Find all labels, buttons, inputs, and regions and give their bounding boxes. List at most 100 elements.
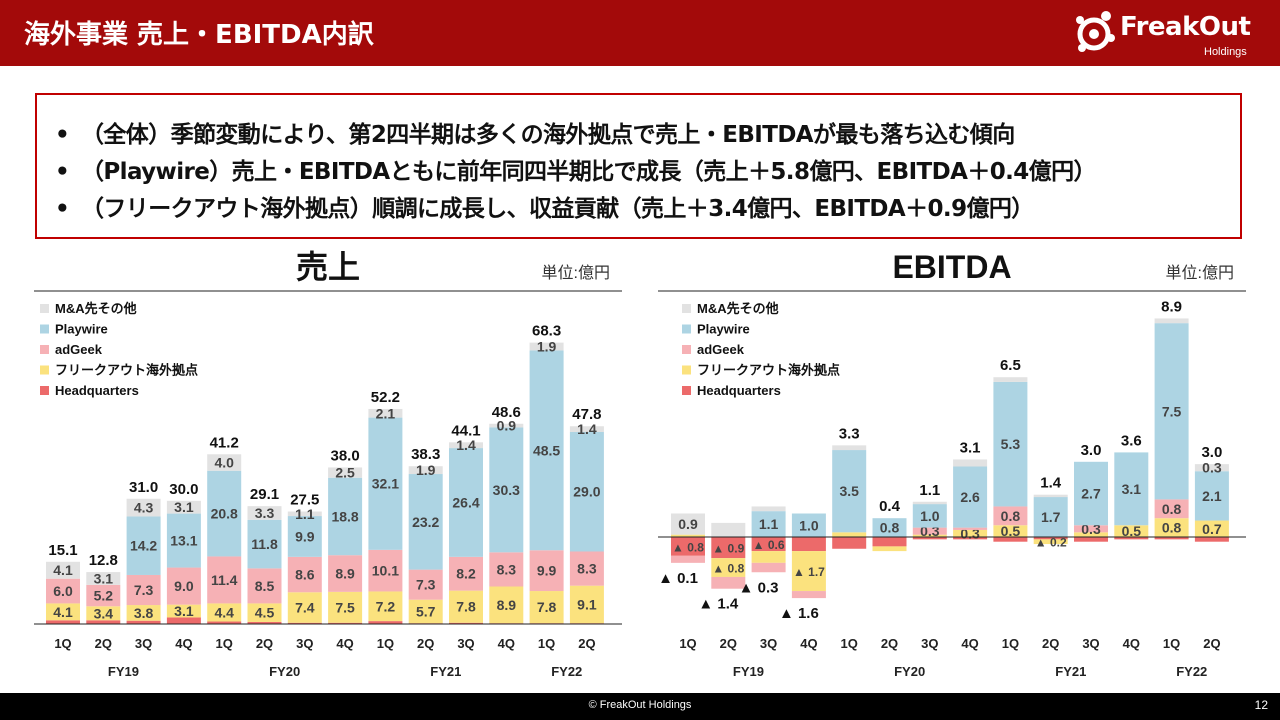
segment-label: 0.8 [880,520,900,536]
segment-label: 1.7 [1041,509,1061,525]
bar-segment-hq [872,537,907,547]
bar-segment-ma [711,522,746,537]
segment-label: 0.3 [1202,460,1222,476]
bar-segment-adgeek [126,574,161,606]
bar-segment-playwire [912,504,947,528]
quarter-label: 2Q [256,636,273,651]
segment-label: 3.5 [839,483,859,499]
freakout-logo: FreakOut Holdings [1072,6,1262,62]
bar-segment-adgeek [711,576,746,589]
segment-label: 8.9 [335,566,355,582]
bar-segment-hq [953,537,988,540]
total-label: ▲ 1.6 [779,605,819,622]
total-label: 3.6 [1121,432,1142,449]
total-label: 12.8 [89,552,118,569]
total-label: 31.0 [129,479,158,496]
bar-segment-adgeek [287,556,322,593]
segment-label: 20.8 [211,506,238,522]
legend-swatch [40,324,49,334]
total-label: 6.5 [1000,357,1021,374]
legend-swatch [682,324,691,334]
bar-segment-adgeek [529,550,564,592]
bar-segment-hq [1154,537,1189,540]
segment-label: 0.8 [1162,520,1182,536]
segment-label: 5.3 [1001,436,1021,452]
bar-segment-adgeek [46,578,80,604]
legend-label: M&A先その他 [55,301,137,316]
bar-segment-freakout [247,603,282,622]
summary-bullet: • （Playwire）売上・EBITDAともに前年同四半期比で成長（売上＋5.8… [55,159,1096,185]
legend-swatch [40,345,49,354]
summary-bullet: • （全体）季節変動により、第2四半期は多くの海外拠点で売上・EBITDAが最も落… [55,122,1015,148]
bar-segment-freakout [1194,520,1229,537]
segment-label: 4.5 [255,605,275,621]
segment-label: 1.0 [799,517,819,533]
bar-segment-freakout [751,551,786,563]
bar-segment-ma [993,377,1028,382]
quarter-label: 3Q [296,636,313,651]
bar-segment-ma [912,501,947,505]
quarter-label: 3Q [135,636,152,651]
segment-label: 3.1 [174,499,194,515]
segment-label: 9.9 [537,563,557,579]
legend-label: adGeek [697,342,745,357]
bar-segment-adgeek [993,506,1028,526]
segment-label: 3.3 [255,505,275,521]
segment-label: 1.4 [456,437,476,453]
bar-segment-ma [166,500,201,514]
copyright: © FreakOut Holdings [588,699,692,711]
page-number: 12 [1254,698,1268,712]
quarter-label: 1Q [1002,636,1019,651]
quarter-label: 1Q [679,636,696,651]
segment-label: 2.1 [376,405,396,421]
segment-label: 1.9 [537,339,557,355]
bar-segment-playwire [1074,461,1108,526]
segment-label: 18.8 [331,508,358,524]
quarter-label: 3Q [457,636,474,651]
bar-segment-freakout [912,534,947,537]
segment-label: 2.7 [1081,486,1101,502]
segment-label: 1.4 [577,421,597,437]
bar-segment-playwire [1154,323,1189,500]
bar-segment-freakout [671,534,705,537]
segment-label: 6.0 [53,583,73,599]
segment-label: 9.1 [577,596,597,612]
total-label: 27.5 [290,492,319,509]
bar-segment-playwire [1033,497,1068,537]
bar-segment-ma [86,572,121,585]
bar-segment-freakout [86,606,121,621]
total-label: ▲ 1.4 [698,596,739,613]
bar-segment-hq [449,622,483,624]
segment-label: 2.6 [960,489,980,505]
bar-segment-hq [1033,537,1068,540]
summary-bullet: • （フリークアウト海外拠点）順調に成長し、収益貢献（売上＋3.4億円、EBITD… [55,196,1034,222]
bar-segment-adgeek [207,556,242,604]
segment-label: 0.5 [1001,523,1021,539]
bar-segment-playwire [832,450,867,533]
segment-label: ▲ 1.7 [793,565,825,579]
quarter-label: 2Q [720,636,737,651]
bar-segment-freakout [166,604,201,618]
summary-text: （Playwire）売上・EBITDAともに前年同四半期比で成長（売上＋5.8億… [81,159,1096,185]
bar-segment-adgeek [489,552,524,587]
segment-label: 4.1 [53,562,73,578]
bar-segment-freakout [832,532,867,537]
bar-segment-playwire [408,474,443,570]
bar-segment-freakout [126,605,161,621]
logo-mark-icon [1076,11,1115,52]
bar-segment-hq [671,537,705,556]
segment-label: 11.8 [251,536,278,552]
legend-label: Playwire [697,322,750,337]
segment-label: 7.3 [134,582,154,598]
bar-segment-ma [529,342,564,351]
bar-segment-hq [1074,537,1108,542]
bar-segment-adgeek [1154,499,1189,519]
quarter-label: 2Q [881,636,898,651]
bar-segment-freakout [207,603,242,622]
segment-label: 8.5 [255,578,275,594]
legend-label: フリークアウト海外拠点 [55,363,198,378]
bar-segment-ma [671,513,705,535]
bar-segment-hq [368,621,403,624]
ebitda-chart: EBITDA 単位:億円 M&A先その他 Playwire adGeek フリークアウト海… [658,249,1246,679]
total-label: 41.2 [210,434,239,451]
